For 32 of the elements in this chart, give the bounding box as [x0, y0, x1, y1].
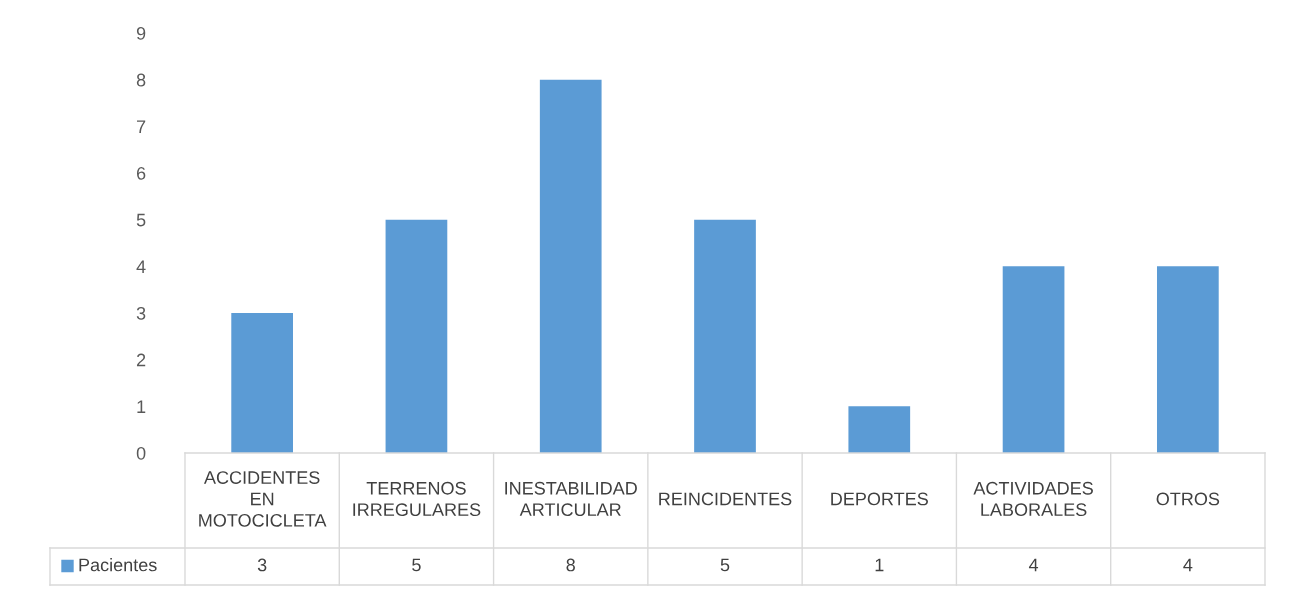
y-tick-label: 7 [137, 120, 146, 133]
y-tick-label: 9 [136, 26, 146, 40]
data-label: 5 [720, 558, 730, 572]
bar [1002, 266, 1065, 453]
y-tick-label: 0 [136, 446, 146, 460]
y-tick-label: 8 [136, 73, 146, 87]
y-tick-label: 3 [136, 306, 146, 320]
legend-label: Pacientes [79, 558, 157, 572]
y-tick-label: 2 [136, 353, 146, 367]
x-tick-label: TERRENOS IRREGULARES [353, 481, 481, 517]
x-tick-label: ACCIDENTES EN MOTOCICLETA [199, 471, 327, 527]
data-label: 3 [257, 558, 267, 572]
y-tick-label: 4 [136, 260, 146, 273]
bar [1157, 266, 1219, 453]
bar [848, 406, 911, 453]
bar [539, 79, 602, 453]
x-tick-label: REINCIDENTES [659, 492, 792, 506]
bar [231, 313, 293, 453]
y-tick-label: 6 [136, 166, 146, 180]
data-label: 5 [412, 558, 421, 572]
y-tick-label: 1 [137, 400, 146, 413]
x-tick-label: ACTIVIDADES LABORALES [973, 481, 1093, 517]
y-tick-label: 5 [136, 213, 146, 227]
x-tick-label: DEPORTES [831, 492, 928, 506]
bar [385, 219, 448, 453]
data-label: 4 [1183, 558, 1193, 572]
x-tick-label: INESTABILIDAD ARTICULAR [505, 481, 637, 517]
data-label: 8 [566, 558, 575, 572]
data-label: 1 [875, 558, 884, 572]
data-label: 4 [1028, 558, 1039, 572]
bar [694, 219, 756, 453]
x-tick-label: OTROS [1156, 492, 1220, 506]
